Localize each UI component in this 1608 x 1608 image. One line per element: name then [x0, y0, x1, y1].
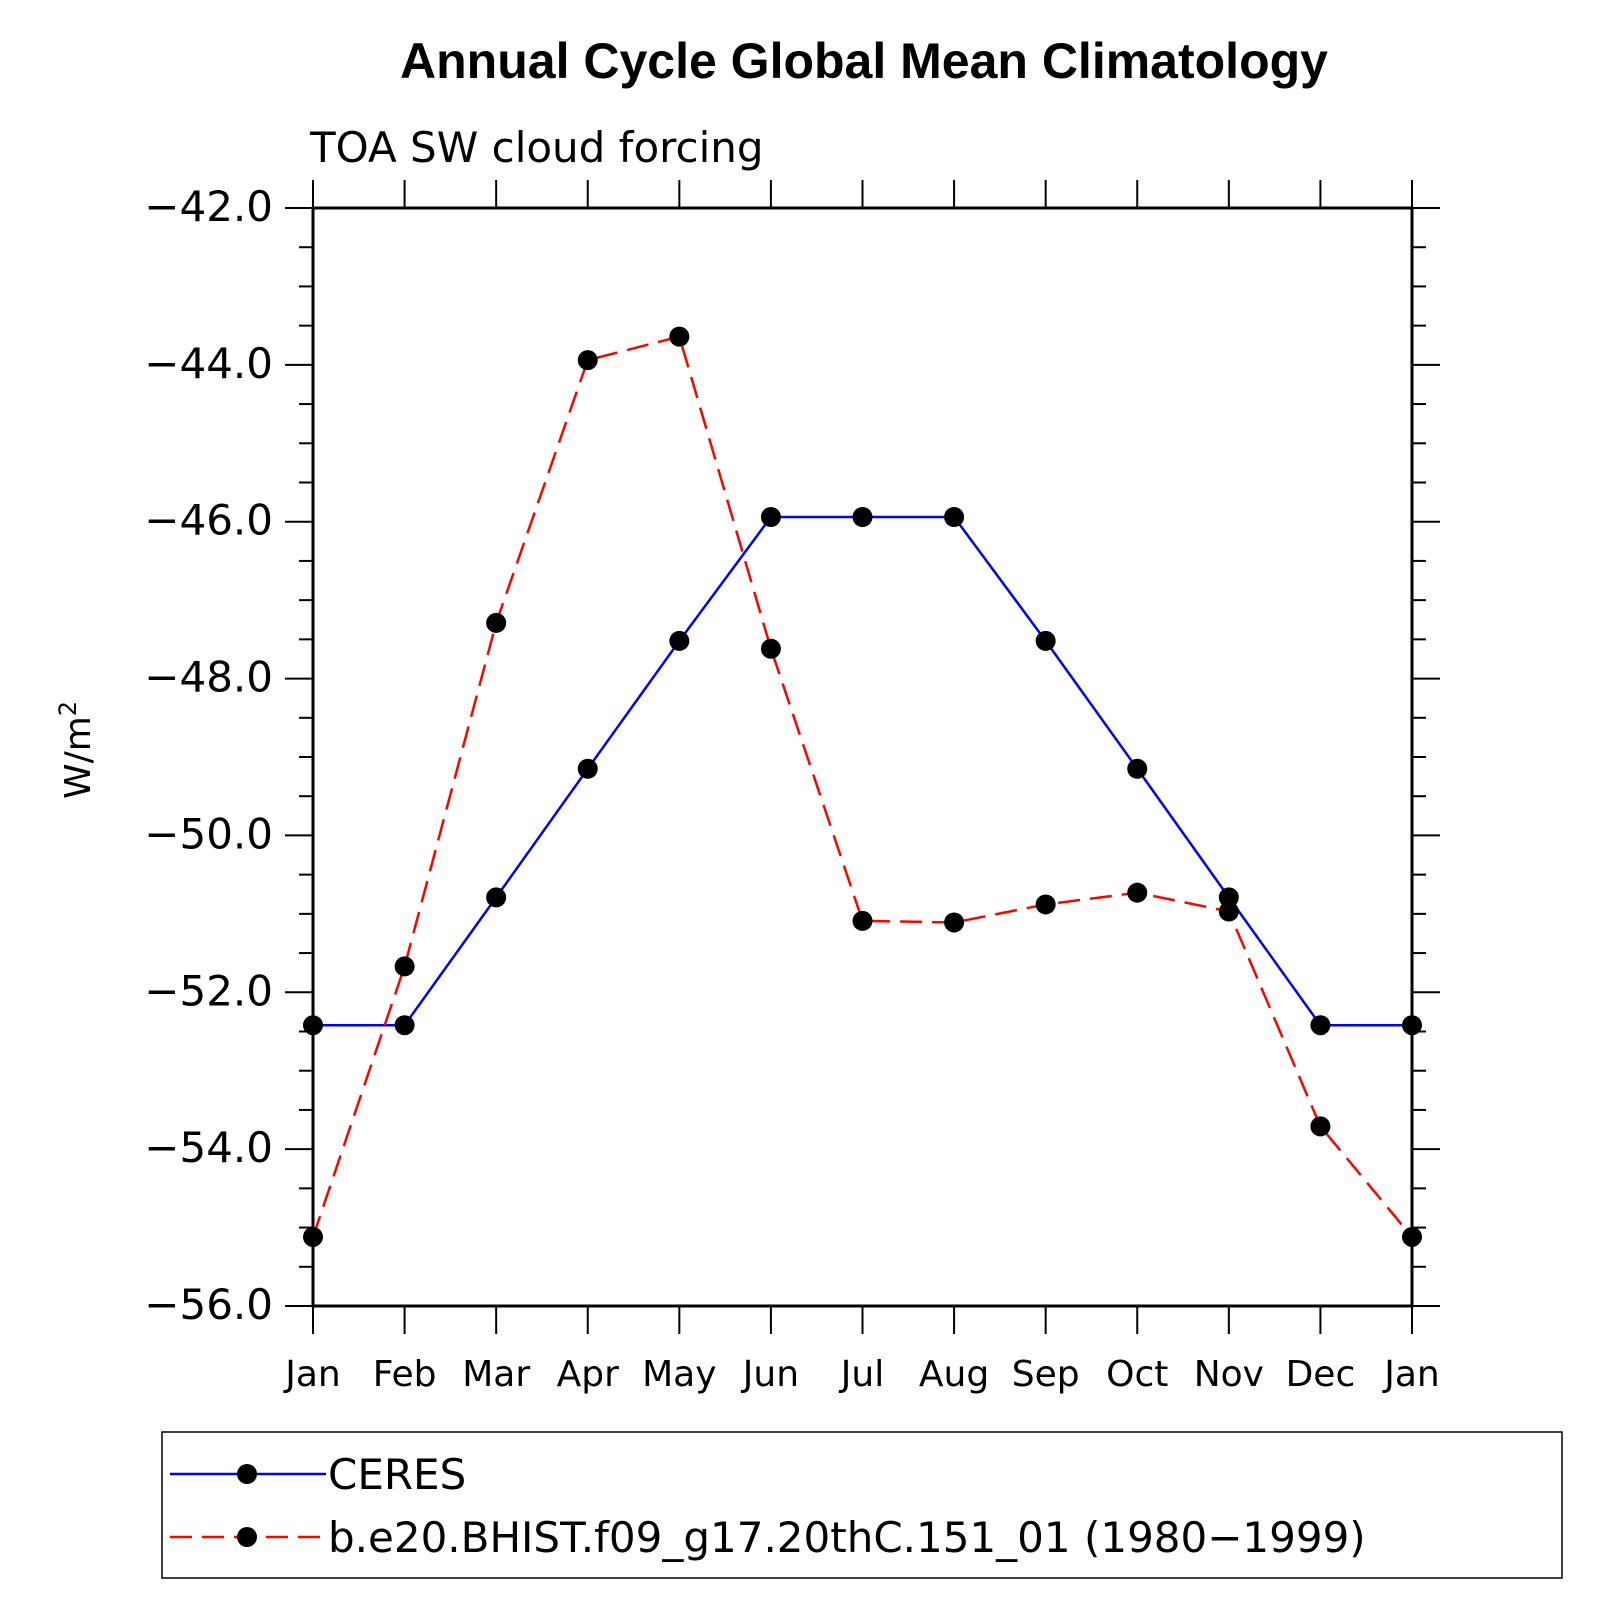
legend-label: CERES	[328, 1450, 466, 1499]
data-point	[669, 630, 690, 651]
data-point	[1035, 630, 1056, 651]
legend-label: b.e20.BHIST.f09_g17.20thC.151_01 (1980−1…	[328, 1513, 1366, 1562]
x-tick-label: Oct	[1106, 1354, 1168, 1395]
series-markers-0	[303, 507, 1422, 1036]
x-tick-label: Dec	[1286, 1354, 1356, 1395]
data-point	[1035, 894, 1056, 915]
svg-text:W/m2: W/m2	[54, 701, 99, 799]
data-point	[1218, 887, 1239, 908]
series-0	[313, 515, 1412, 1027]
x-tick-label: Feb	[373, 1354, 437, 1395]
plot-frame	[311, 206, 1414, 1308]
x-tick-label: Nov	[1194, 1354, 1264, 1395]
legend-marker	[237, 1527, 257, 1547]
y-tick-label: −54.0	[144, 1123, 273, 1172]
x-tick-label: Jan	[1382, 1354, 1440, 1395]
series-layer	[303, 326, 1422, 1247]
y-axis-label-superscript: 2	[54, 701, 82, 716]
data-point	[394, 1015, 415, 1036]
plot-axes: −42.0 −44.0 −46.0 −48.0 −50.0 −52.0 −54.0 −56.0…	[144, 180, 1440, 1395]
series-line	[311, 335, 1413, 1238]
data-point	[760, 507, 781, 528]
x-tick-label: Apr	[557, 1354, 619, 1395]
chart-subtitle: TOA SW cloud forcing	[309, 123, 764, 172]
legend-box	[161, 1431, 1563, 1579]
data-point	[1127, 882, 1148, 903]
y-tick-label: −46.0	[144, 496, 273, 545]
x-tick-label: Jul	[839, 1354, 884, 1395]
data-point	[486, 612, 507, 633]
legend-marker	[237, 1464, 257, 1484]
data-point	[760, 638, 781, 659]
chart-title: Annual Cycle Global Mean Climatology	[400, 33, 1328, 89]
y-tick-label: −42.0	[144, 182, 273, 231]
data-point	[852, 507, 873, 528]
data-point	[944, 912, 965, 933]
data-point	[944, 507, 965, 528]
x-tick-label: May	[642, 1354, 716, 1395]
data-point	[303, 1226, 323, 1247]
data-point	[303, 1015, 323, 1036]
data-point	[577, 350, 598, 371]
series-1	[311, 335, 1413, 1238]
y-tick-label: −44.0	[144, 339, 273, 388]
data-point	[1402, 1015, 1422, 1036]
x-tick-label: Jan	[283, 1354, 341, 1395]
data-point	[1402, 1226, 1422, 1247]
y-axis-title: W/m2	[54, 701, 99, 799]
series-markers-1	[303, 326, 1422, 1247]
data-point	[486, 887, 507, 908]
data-point	[669, 326, 690, 347]
y-tick-label: −48.0	[144, 653, 273, 702]
data-point	[394, 956, 415, 977]
data-point	[1127, 758, 1148, 779]
data-point	[1310, 1015, 1331, 1036]
x-tick-label: Aug	[919, 1354, 989, 1395]
y-tick-label: −50.0	[144, 809, 273, 858]
x-tick-label: Mar	[462, 1354, 530, 1395]
data-point	[1310, 1116, 1331, 1137]
data-point	[577, 758, 598, 779]
x-tick-label: Jun	[741, 1354, 799, 1395]
y-tick-label: −52.0	[144, 966, 273, 1015]
x-tick-label: Sep	[1012, 1354, 1080, 1395]
series-line	[313, 515, 1412, 1027]
data-point	[1218, 901, 1239, 922]
y-tick-label: −56.0	[144, 1280, 273, 1329]
y-axis-label: W/m	[58, 716, 99, 799]
data-point	[852, 910, 873, 931]
legend: CERES b.e20.BHIST.f09_g17.20thC.151_01 (1…	[161, 1431, 1563, 1579]
